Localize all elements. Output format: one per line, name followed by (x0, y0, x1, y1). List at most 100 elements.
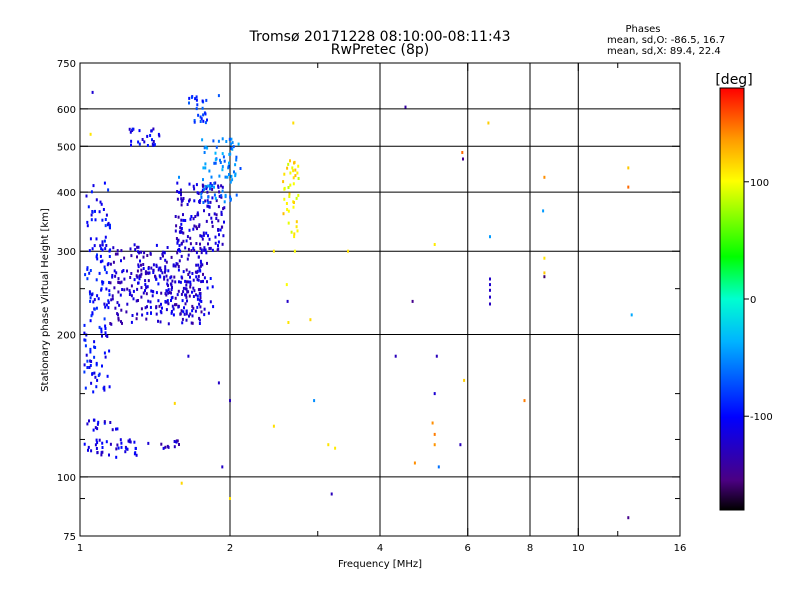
echo-point (204, 112, 207, 116)
echo-point (229, 497, 231, 500)
echo-point (214, 241, 217, 245)
echo-point (90, 314, 93, 318)
echo-point (152, 271, 155, 274)
echo-point (184, 302, 187, 306)
echo-point (197, 288, 200, 292)
echo-point (283, 172, 286, 176)
echo-point (221, 242, 224, 246)
echo-point (116, 301, 119, 305)
echo-point (172, 307, 175, 311)
echo-point (291, 166, 294, 170)
echo-point (123, 277, 126, 281)
echo-point (170, 310, 173, 313)
echo-point (128, 438, 131, 442)
echo-point (109, 322, 112, 325)
echo-point (290, 230, 293, 234)
echo-point (149, 305, 152, 309)
echo-point (218, 194, 221, 198)
echo-point (113, 286, 116, 290)
echo-point (90, 449, 93, 453)
echo-point (185, 295, 188, 299)
echo-point (404, 105, 407, 109)
echo-point (297, 164, 300, 168)
echo-point (196, 278, 199, 282)
echo-point (126, 269, 128, 273)
echo-point (185, 318, 188, 322)
echo-point (126, 302, 129, 306)
echo-point (179, 249, 182, 253)
echo-point (93, 371, 96, 375)
echo-point (199, 242, 201, 246)
echo-point (145, 286, 148, 290)
echo-point (142, 291, 145, 295)
echo-point (189, 275, 191, 279)
echo-point (229, 195, 232, 199)
echo-point (182, 213, 184, 217)
echo-point (108, 255, 111, 258)
echo-point (90, 218, 93, 222)
echo-point (101, 240, 104, 244)
echo-point (205, 187, 208, 190)
echo-point (199, 120, 202, 123)
x-tick-label: 10 (572, 543, 585, 554)
echo-point (196, 211, 199, 215)
echo-point (166, 278, 169, 282)
echo-point (289, 159, 291, 163)
echo-point (95, 306, 98, 310)
colorbar (719, 87, 745, 511)
echo-point (433, 432, 436, 436)
echo-point (293, 201, 295, 204)
echo-point (166, 299, 169, 303)
y-tick-label: 75 (63, 532, 76, 543)
echo-point (223, 159, 226, 163)
echo-point (211, 184, 214, 188)
echo-point (101, 218, 104, 222)
echo-point (128, 293, 131, 296)
echo-point (195, 275, 198, 279)
echo-point (293, 249, 296, 253)
echo-point (155, 312, 158, 316)
echo-point (487, 121, 490, 125)
echo-point (215, 199, 218, 203)
echo-point (188, 228, 191, 232)
echo-point (200, 192, 203, 196)
echo-point (88, 366, 91, 369)
echo-point (115, 427, 117, 431)
echo-point (144, 283, 147, 286)
echo-point (120, 308, 123, 312)
echo-point (204, 199, 207, 203)
echo-point (164, 292, 167, 296)
echo-point (543, 175, 546, 179)
echo-point (137, 250, 140, 254)
echo-point (158, 274, 161, 278)
echo-point (195, 293, 197, 297)
echo-point (206, 280, 208, 284)
echo-point (103, 388, 106, 392)
echo-point (146, 285, 149, 289)
echo-point (181, 299, 184, 303)
echo-point (187, 354, 190, 358)
echo-point (196, 191, 199, 195)
echo-point (109, 281, 112, 285)
echo-point (109, 442, 112, 446)
echo-point (208, 213, 211, 217)
echo-point (138, 142, 141, 146)
echo-point (164, 300, 167, 303)
echo-point (137, 140, 140, 144)
echo-point (217, 139, 220, 143)
echo-point (131, 314, 134, 317)
echo-point (188, 101, 190, 105)
echo-point (462, 157, 464, 161)
echo-point (542, 209, 545, 213)
echo-point (147, 279, 150, 283)
echo-point (292, 176, 295, 180)
echo-point (461, 151, 464, 154)
echo-point (146, 271, 149, 275)
echo-point (90, 360, 93, 363)
echo-point (177, 305, 180, 309)
echo-point (211, 285, 214, 289)
echo-point (175, 237, 178, 240)
echo-point (206, 118, 208, 122)
echo-point (193, 187, 196, 191)
echo-point (295, 225, 298, 229)
